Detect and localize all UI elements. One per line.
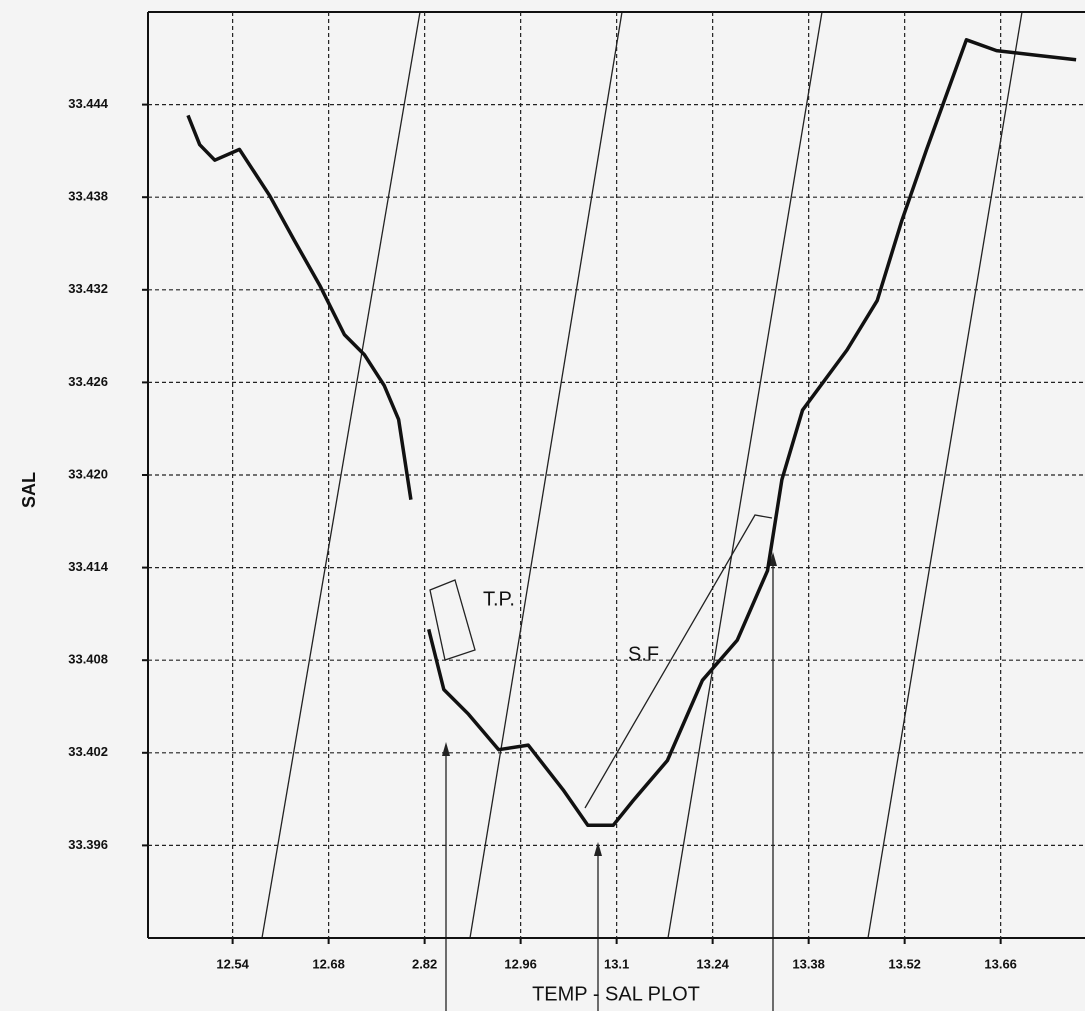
x-tick-label: 12.54 [216,956,249,971]
trace [186,38,1077,828]
arrow-head [594,842,602,856]
y-axis-label: SAL [19,472,39,508]
arrows [442,552,777,1011]
x-tick-label: 2.82 [412,956,437,971]
annotation: S.F [628,643,659,665]
x-axis-label: TEMP - SAL PLOT [532,983,700,1005]
y-tick-label: 33.432 [68,281,108,296]
arrow-head [769,552,777,566]
x-tick-label: 12.96 [504,956,537,971]
sf-line [584,514,773,809]
annotation: T.P. [483,588,515,610]
x-tick-label: 13.1 [604,956,629,971]
y-tick-label: 33.414 [68,559,109,574]
y-tick-label: 33.408 [68,652,108,667]
isopleth [469,11,623,939]
y-tick-label: 33.444 [68,96,109,111]
isopleth [867,11,1023,939]
y-tick-label: 33.402 [68,744,108,759]
x-tick-label: 13.52 [888,956,921,971]
x-tick-label: 13.38 [792,956,825,971]
x-tick-label: 13.66 [984,956,1017,971]
tp-box [429,579,476,661]
x-tick-label: 12.68 [312,956,345,971]
y-tick-label: 33.420 [68,466,108,481]
y-tick-label: 33.426 [68,374,108,389]
arrow-head [442,742,450,756]
y-tick-label: 33.438 [68,189,108,204]
x-tick-label: 13.24 [696,956,729,971]
y-tick-label: 33.396 [68,837,108,852]
